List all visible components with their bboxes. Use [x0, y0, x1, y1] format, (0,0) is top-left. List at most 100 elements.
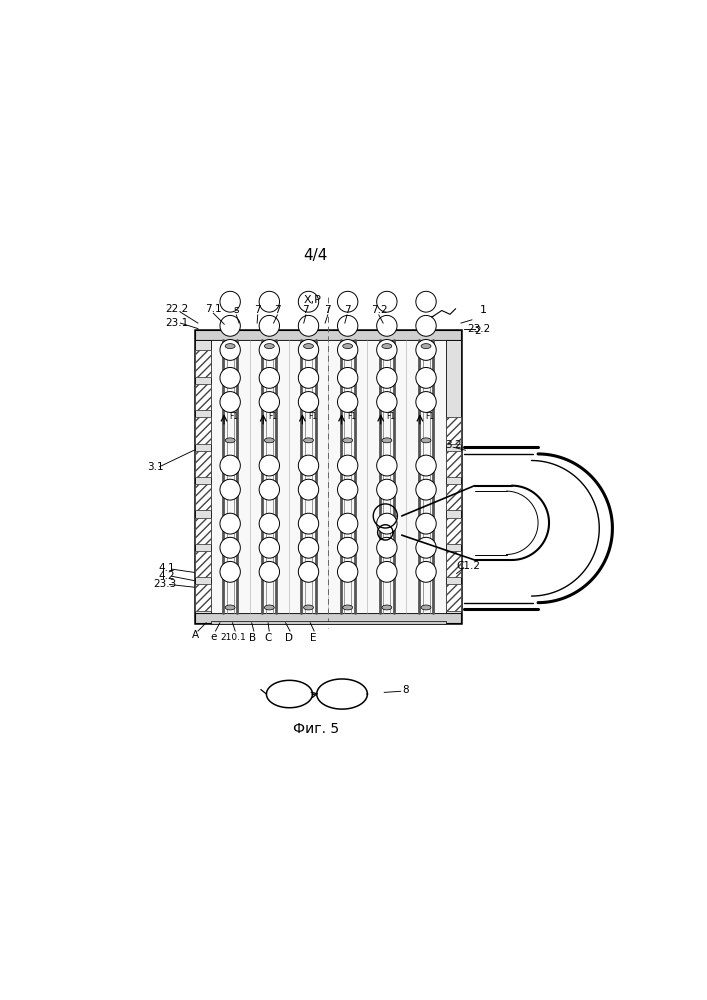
Ellipse shape	[259, 455, 279, 476]
Bar	[195, 584, 211, 611]
Ellipse shape	[416, 479, 436, 500]
Ellipse shape	[259, 340, 279, 360]
Text: 1: 1	[479, 305, 486, 315]
Text: E: E	[310, 633, 316, 643]
Ellipse shape	[220, 455, 240, 476]
Text: 4/4: 4/4	[303, 248, 328, 263]
Text: F1: F1	[386, 412, 395, 421]
Text: F1: F1	[230, 412, 239, 421]
Ellipse shape	[377, 367, 397, 388]
Bar	[195, 551, 211, 577]
Ellipse shape	[377, 561, 397, 582]
Ellipse shape	[343, 344, 353, 349]
Ellipse shape	[337, 537, 358, 558]
Ellipse shape	[264, 438, 274, 443]
Ellipse shape	[220, 340, 240, 360]
Bar	[445, 451, 461, 477]
Bar	[445, 551, 461, 577]
Ellipse shape	[220, 513, 240, 534]
Bar	[445, 417, 461, 444]
Ellipse shape	[377, 340, 397, 360]
Ellipse shape	[259, 315, 279, 336]
Text: 23.1: 23.1	[165, 318, 189, 328]
Bar	[195, 417, 211, 444]
Ellipse shape	[377, 479, 397, 500]
Bar	[195, 384, 211, 410]
Text: 22.2: 22.2	[165, 304, 189, 314]
Ellipse shape	[337, 315, 358, 336]
Ellipse shape	[298, 479, 319, 500]
Ellipse shape	[416, 291, 436, 312]
Text: 3.1: 3.1	[147, 462, 163, 472]
Ellipse shape	[298, 537, 319, 558]
Ellipse shape	[226, 438, 235, 443]
Ellipse shape	[298, 340, 319, 360]
Text: Фиг. 5: Фиг. 5	[293, 722, 339, 736]
Text: F1: F1	[347, 412, 356, 421]
Ellipse shape	[220, 315, 240, 336]
Text: 7: 7	[303, 305, 309, 315]
Text: 7: 7	[325, 305, 331, 315]
Ellipse shape	[416, 340, 436, 360]
Text: A: A	[192, 630, 199, 640]
Ellipse shape	[303, 438, 313, 443]
Ellipse shape	[421, 438, 431, 443]
Bar	[195, 518, 211, 544]
Ellipse shape	[220, 392, 240, 412]
Ellipse shape	[298, 291, 319, 312]
Ellipse shape	[337, 479, 358, 500]
Ellipse shape	[421, 344, 431, 349]
Text: 3.2: 3.2	[445, 440, 462, 450]
Ellipse shape	[377, 455, 397, 476]
Text: C1.2: C1.2	[456, 561, 480, 571]
Text: 7.2: 7.2	[372, 305, 388, 315]
Bar	[445, 584, 461, 611]
Ellipse shape	[377, 513, 397, 534]
Ellipse shape	[220, 537, 240, 558]
Ellipse shape	[220, 479, 240, 500]
Ellipse shape	[259, 513, 279, 534]
Bar	[445, 518, 461, 544]
Ellipse shape	[377, 291, 397, 312]
Ellipse shape	[259, 392, 279, 412]
Text: B: B	[249, 633, 257, 643]
Text: X,P: X,P	[304, 295, 322, 305]
Ellipse shape	[377, 392, 397, 412]
Text: 7: 7	[254, 305, 260, 315]
Text: F1: F1	[269, 412, 278, 421]
Ellipse shape	[259, 291, 279, 312]
Ellipse shape	[416, 315, 436, 336]
Ellipse shape	[416, 392, 436, 412]
Bar	[195, 330, 461, 623]
Ellipse shape	[382, 438, 392, 443]
Ellipse shape	[416, 367, 436, 388]
Text: 7.1: 7.1	[205, 304, 221, 314]
Ellipse shape	[337, 561, 358, 582]
Ellipse shape	[298, 392, 319, 412]
Bar	[445, 340, 461, 613]
Ellipse shape	[337, 513, 358, 534]
Ellipse shape	[416, 455, 436, 476]
Ellipse shape	[416, 513, 436, 534]
Ellipse shape	[226, 344, 235, 349]
Ellipse shape	[382, 605, 392, 610]
Ellipse shape	[259, 479, 279, 500]
Bar	[195, 350, 211, 377]
Ellipse shape	[303, 344, 313, 349]
Ellipse shape	[421, 605, 431, 610]
Ellipse shape	[343, 438, 353, 443]
Ellipse shape	[226, 605, 235, 610]
Bar	[445, 484, 461, 510]
Ellipse shape	[298, 315, 319, 336]
Bar	[195, 340, 211, 613]
Ellipse shape	[259, 561, 279, 582]
Ellipse shape	[337, 340, 358, 360]
Text: 23.3: 23.3	[153, 579, 177, 589]
Text: 7: 7	[274, 305, 281, 315]
Ellipse shape	[220, 561, 240, 582]
Text: 8: 8	[402, 685, 409, 695]
Ellipse shape	[298, 561, 319, 582]
Text: 210.1: 210.1	[221, 633, 247, 642]
Ellipse shape	[259, 367, 279, 388]
Ellipse shape	[259, 537, 279, 558]
